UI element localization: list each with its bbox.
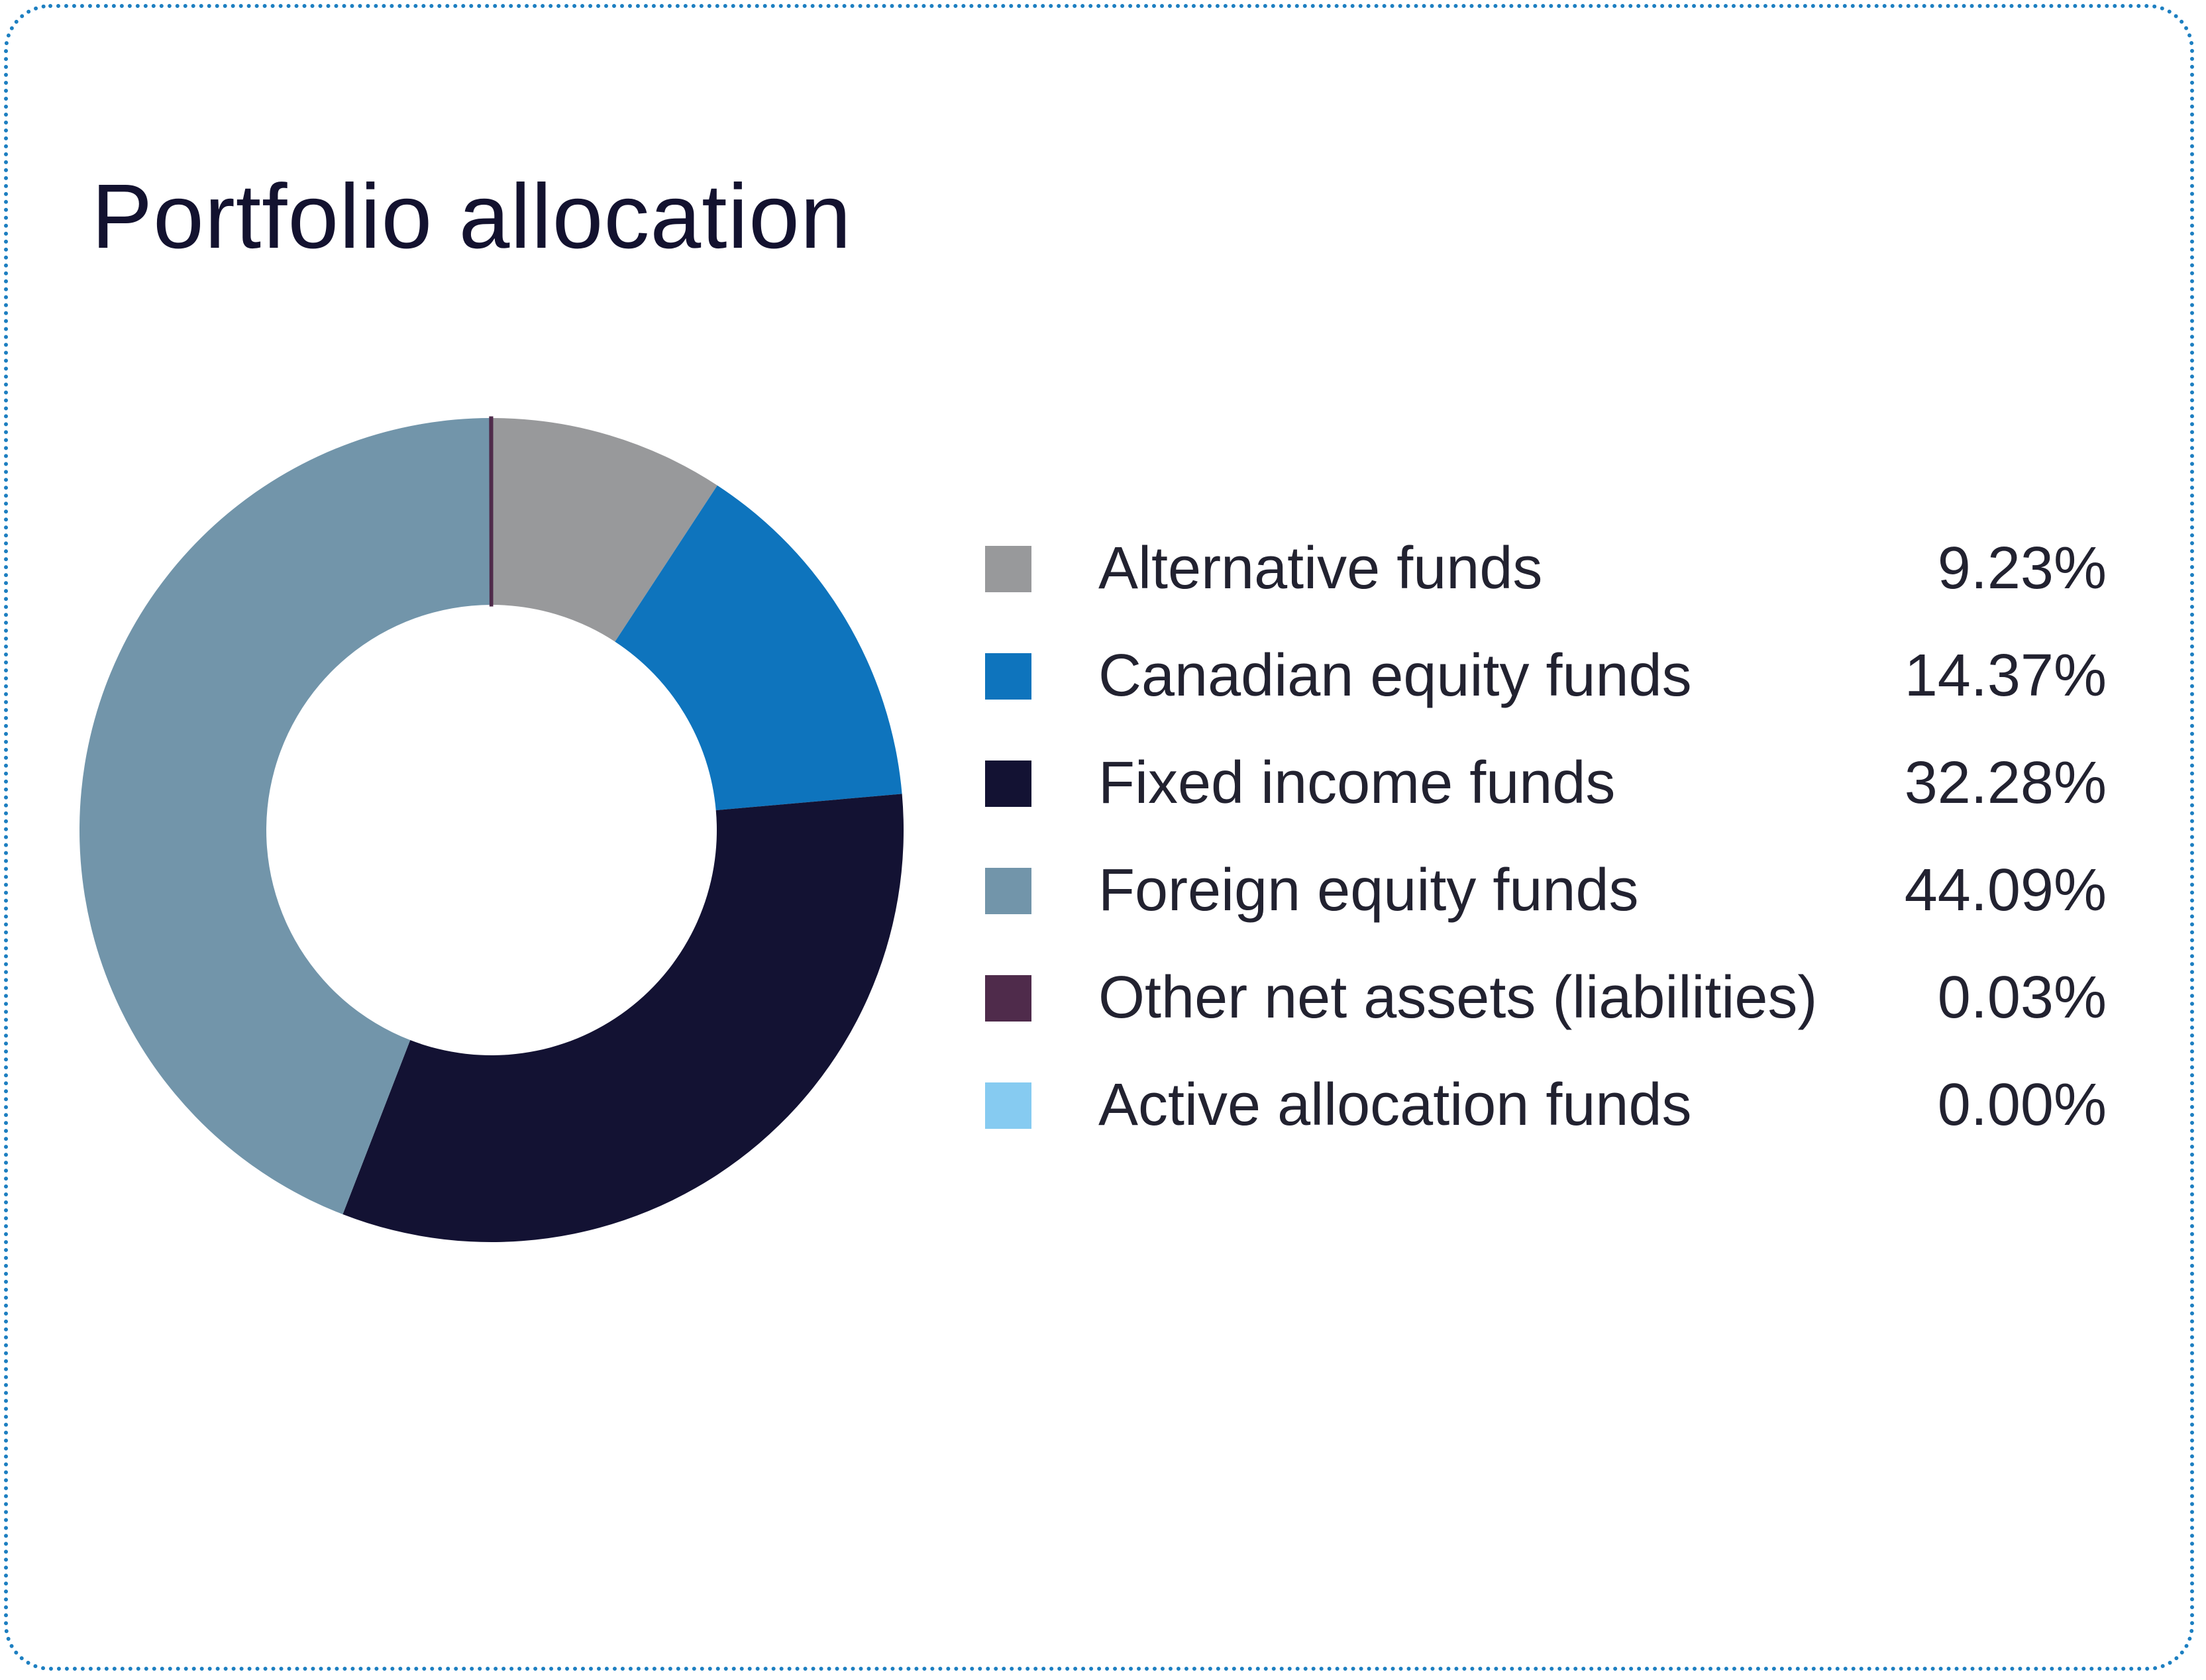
donut-slice-fixed-income-funds [342,794,904,1242]
donut-slice-other-net-assets-liabilities [489,416,494,607]
donut-slice-canadian-equity-funds [615,485,902,811]
donut-slice-alternative-funds [492,418,717,642]
chart-title: Portfolio allocation [91,166,852,268]
donut-slice-foreign-equity-funds [79,418,492,1215]
chart-card [4,4,2194,1671]
